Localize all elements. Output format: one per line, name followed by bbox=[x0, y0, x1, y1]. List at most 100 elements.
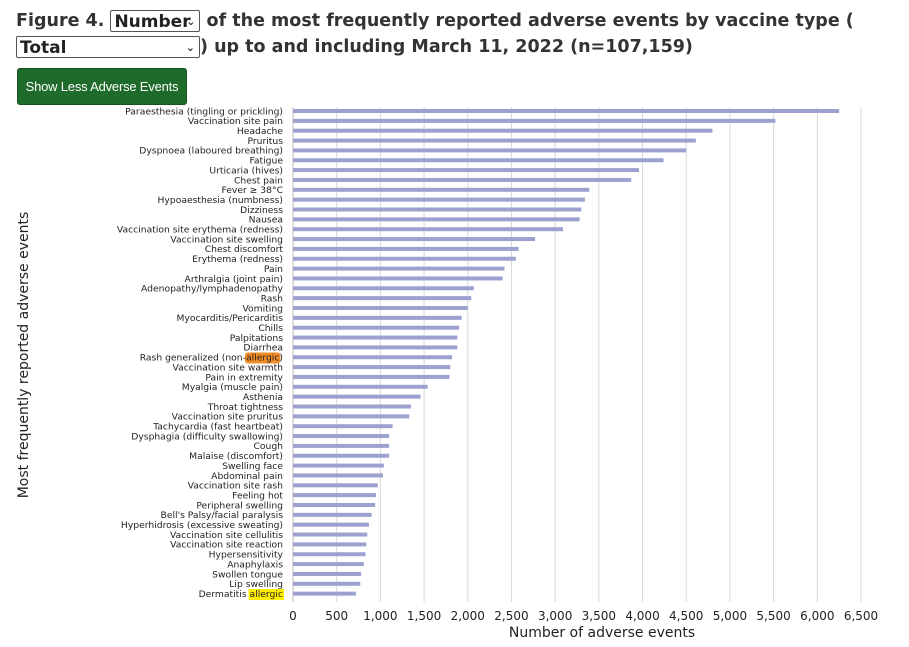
category-label: Rash bbox=[261, 293, 284, 304]
category-label: Asthenia bbox=[243, 392, 283, 403]
category-label: Vaccination site cellulitis bbox=[170, 530, 283, 541]
bar[interactable] bbox=[293, 325, 460, 330]
x-tick-label: 5,000 bbox=[713, 609, 747, 623]
bar[interactable] bbox=[293, 315, 462, 320]
figure-title-text-2: ) up to and including March 11, 2022 (n=… bbox=[200, 37, 693, 57]
category-label: Paraesthesia (tingling or prickling) bbox=[125, 106, 283, 117]
bar[interactable] bbox=[293, 532, 368, 537]
bar[interactable] bbox=[293, 414, 410, 419]
bar[interactable] bbox=[293, 227, 564, 232]
category-label: Hyperhidrosis (excessive sweating) bbox=[121, 520, 283, 531]
bar[interactable] bbox=[293, 365, 451, 370]
x-axis-label: Number of adverse events bbox=[509, 625, 695, 641]
bar[interactable] bbox=[293, 207, 582, 212]
bar[interactable] bbox=[293, 581, 361, 586]
show-less-adverse-events-button[interactable]: Show Less Adverse Events bbox=[17, 68, 187, 105]
bar[interactable] bbox=[293, 246, 519, 251]
bar[interactable] bbox=[293, 483, 378, 488]
bar[interactable] bbox=[293, 276, 503, 281]
bar[interactable] bbox=[293, 335, 458, 340]
metric-select-value: Number bbox=[114, 12, 191, 32]
bar[interactable] bbox=[293, 118, 776, 123]
bar[interactable] bbox=[293, 394, 421, 399]
x-tick-label: 0 bbox=[289, 609, 297, 623]
category-label: Throat tightness bbox=[207, 402, 283, 413]
category-label: Hypoaesthesia (numbness) bbox=[158, 195, 283, 206]
bar[interactable] bbox=[293, 424, 393, 429]
category-label: Malaise (discomfort) bbox=[189, 451, 283, 462]
highlight-mark bbox=[248, 588, 284, 600]
bar[interactable] bbox=[293, 552, 366, 557]
bar[interactable] bbox=[293, 296, 472, 301]
figure-title-text-1: of the most frequently reported adverse … bbox=[206, 11, 854, 31]
category-label: Anaphylaxis bbox=[227, 559, 283, 570]
bar[interactable] bbox=[293, 443, 390, 448]
bar[interactable] bbox=[293, 562, 364, 567]
bar[interactable] bbox=[293, 571, 362, 576]
bar[interactable] bbox=[293, 345, 458, 350]
bar[interactable] bbox=[293, 286, 474, 291]
category-label: Bell's Palsy/facial paralysis bbox=[161, 510, 284, 521]
bar[interactable] bbox=[293, 522, 370, 527]
bar[interactable] bbox=[293, 453, 390, 458]
category-label: Dermatitis allergic bbox=[199, 589, 283, 600]
bar[interactable] bbox=[293, 109, 840, 113]
category-label: Peripheral swelling bbox=[196, 500, 283, 511]
bar[interactable] bbox=[293, 217, 580, 222]
bar[interactable] bbox=[293, 148, 687, 153]
category-label: Fatigue bbox=[249, 156, 283, 167]
bar[interactable] bbox=[293, 434, 390, 439]
x-tick-label: 500 bbox=[325, 609, 348, 623]
bar[interactable] bbox=[293, 197, 585, 202]
x-tick-label: 6,500 bbox=[844, 609, 878, 623]
bar[interactable] bbox=[293, 168, 640, 173]
bar[interactable] bbox=[293, 503, 376, 507]
metric-select[interactable]: Number ⌄ bbox=[110, 10, 201, 32]
bar[interactable] bbox=[293, 384, 428, 389]
category-label: Diarrhea bbox=[243, 343, 283, 354]
category-label: Vomiting bbox=[242, 303, 283, 314]
bar[interactable] bbox=[293, 591, 356, 596]
chevron-down-icon: ⌄ bbox=[185, 41, 195, 54]
bar[interactable] bbox=[293, 138, 696, 143]
bar[interactable] bbox=[293, 237, 536, 242]
category-label: Chest discomfort bbox=[205, 244, 284, 255]
x-tick-label: 3,500 bbox=[582, 609, 616, 623]
x-tick-label: 5,500 bbox=[756, 609, 790, 623]
bar[interactable] bbox=[293, 306, 468, 310]
bar[interactable] bbox=[293, 158, 664, 163]
vaccine-type-select[interactable]: Total ⌄ bbox=[16, 36, 200, 58]
bar[interactable] bbox=[293, 266, 505, 271]
bar[interactable] bbox=[293, 177, 632, 182]
bar[interactable] bbox=[293, 473, 384, 478]
bar-layer bbox=[293, 109, 840, 596]
bar[interactable] bbox=[293, 256, 516, 261]
category-label: Arthralgia (joint pain) bbox=[185, 274, 283, 285]
category-label: Urticaria (hives) bbox=[209, 165, 283, 176]
category-label: Hypersensitivity bbox=[209, 550, 284, 561]
category-label: Adenopathy/lymphadenopathy bbox=[141, 284, 284, 295]
bar[interactable] bbox=[293, 374, 450, 379]
bar[interactable] bbox=[293, 542, 367, 547]
category-label: Cough bbox=[253, 441, 283, 452]
figure-title-line-1: Figure 4. Number ⌄ of the most frequently… bbox=[16, 10, 854, 32]
highlighted-term: allergic bbox=[250, 589, 283, 600]
figure-title-line-2: Total ⌄) up to and including March 11, 20… bbox=[16, 36, 693, 58]
category-label: Tachycardia (fast heartbeat) bbox=[152, 422, 283, 433]
x-tick-label: 1,000 bbox=[363, 609, 397, 623]
bar[interactable] bbox=[293, 128, 713, 133]
bar[interactable] bbox=[293, 493, 377, 498]
category-label: Myalgia (muscle pain) bbox=[182, 382, 283, 393]
x-tick-label: 3,000 bbox=[538, 609, 572, 623]
bar[interactable] bbox=[293, 355, 453, 360]
bar[interactable] bbox=[293, 404, 411, 409]
x-tick-label: 2,500 bbox=[494, 609, 528, 623]
bar[interactable] bbox=[293, 187, 590, 192]
category-label: Pain bbox=[264, 264, 283, 275]
bar[interactable] bbox=[293, 463, 384, 468]
bar[interactable] bbox=[293, 512, 372, 517]
category-label: Chills bbox=[258, 323, 283, 334]
chevron-down-icon: ⌄ bbox=[186, 15, 196, 28]
category-label-layer: Paraesthesia (tingling or prickling) Vacc… bbox=[117, 106, 284, 600]
